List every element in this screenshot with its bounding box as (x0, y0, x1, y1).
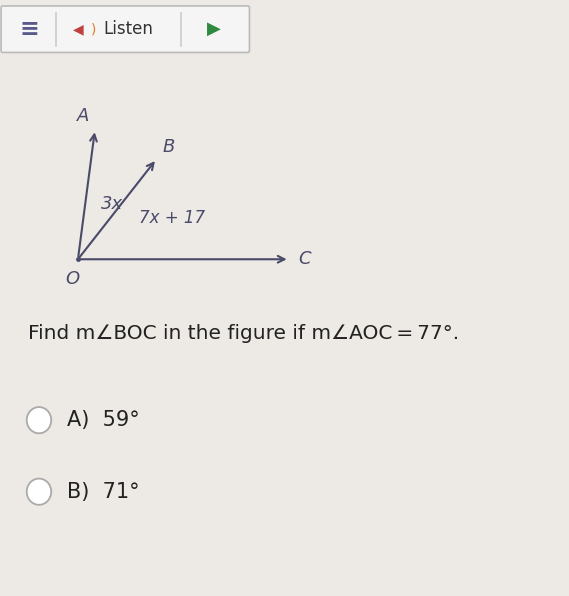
Circle shape (27, 479, 51, 505)
Text: C: C (298, 250, 311, 268)
Circle shape (27, 407, 51, 433)
Text: B: B (162, 138, 175, 156)
FancyBboxPatch shape (1, 6, 249, 52)
Text: Listen: Listen (103, 20, 153, 38)
Text: ≡: ≡ (20, 17, 39, 41)
Text: ): ) (91, 22, 96, 36)
Text: ◀: ◀ (73, 22, 83, 36)
Text: B)  71°: B) 71° (67, 482, 139, 502)
Text: A: A (77, 107, 89, 125)
Text: Find m∠BOC in the figure if m∠AOC = 77°.: Find m∠BOC in the figure if m∠AOC = 77°. (28, 324, 459, 343)
Text: O: O (65, 270, 80, 288)
Text: ▶: ▶ (208, 20, 221, 38)
Text: 3x: 3x (101, 195, 123, 213)
Text: A)  59°: A) 59° (67, 410, 139, 430)
Text: 7x + 17: 7x + 17 (139, 209, 205, 227)
